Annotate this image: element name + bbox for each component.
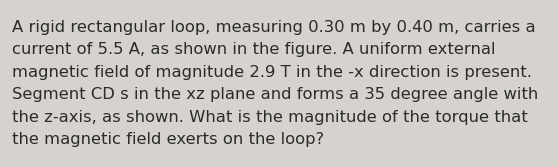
Text: A rigid rectangular loop, measuring 0.30 m by 0.40 m, carries a
current of 5.5 A: A rigid rectangular loop, measuring 0.30… xyxy=(12,20,538,147)
